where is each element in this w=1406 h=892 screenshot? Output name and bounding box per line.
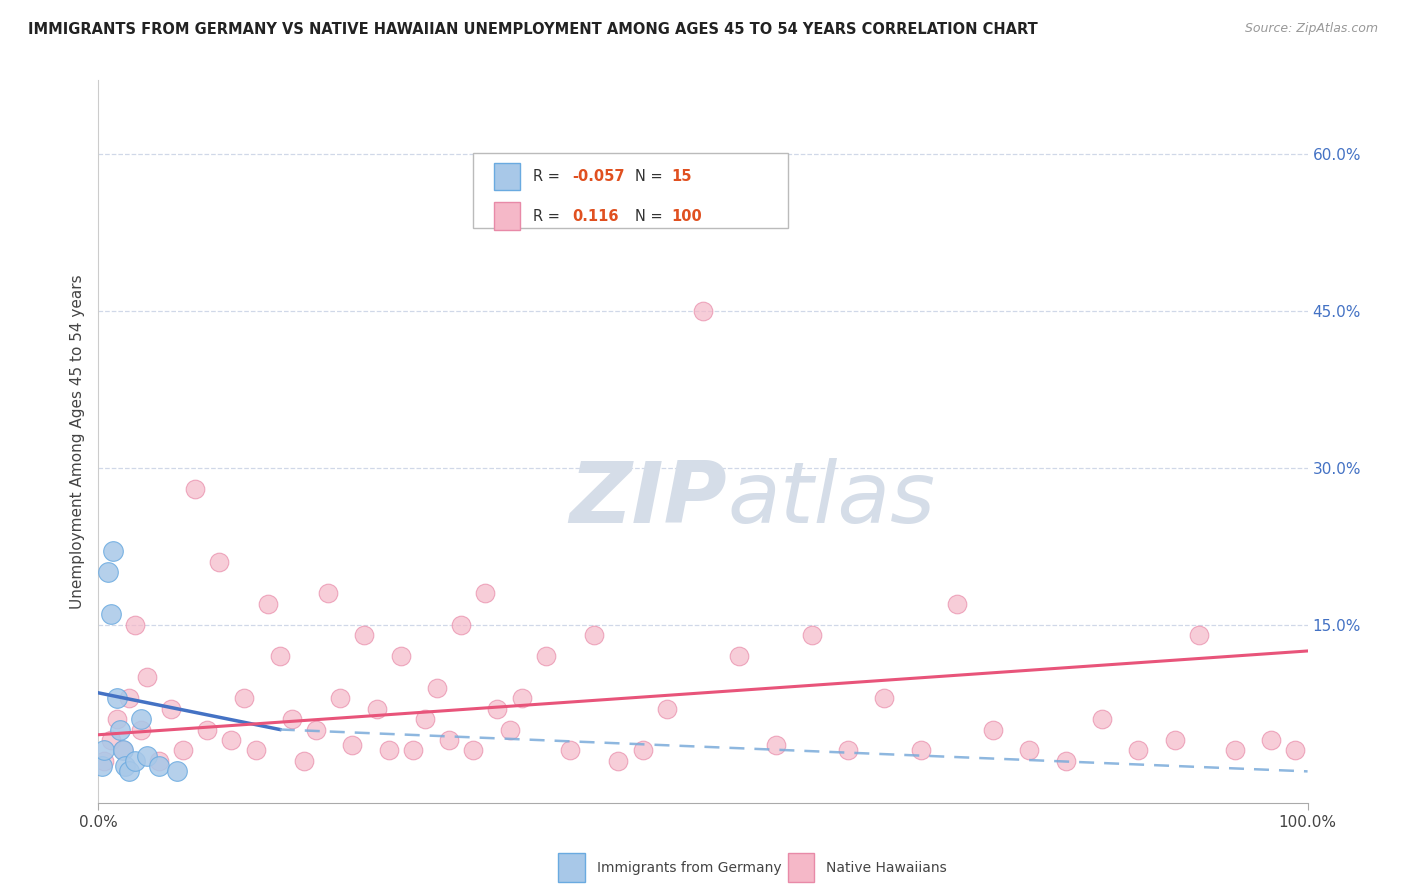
Point <box>93 754 115 768</box>
Point <box>232 691 254 706</box>
Point <box>486 701 509 715</box>
Point <box>1018 743 1040 757</box>
Point <box>118 764 141 779</box>
Point <box>114 759 136 773</box>
Point <box>135 670 157 684</box>
Point <box>873 691 896 706</box>
Text: R =: R = <box>533 209 564 224</box>
Point <box>402 743 425 757</box>
Point <box>101 544 124 558</box>
Point <box>135 748 157 763</box>
Point <box>305 723 328 737</box>
Point <box>946 597 969 611</box>
FancyBboxPatch shape <box>494 162 520 190</box>
Point <box>111 743 134 757</box>
Point <box>329 691 352 706</box>
Point <box>129 723 152 737</box>
Text: IMMIGRANTS FROM GERMANY VS NATIVE HAWAIIAN UNEMPLOYMENT AMONG AGES 45 TO 54 YEAR: IMMIGRANTS FROM GERMANY VS NATIVE HAWAII… <box>28 22 1038 37</box>
Point <box>108 723 131 737</box>
Text: N =: N = <box>636 209 668 224</box>
Point <box>111 743 134 757</box>
Point <box>1260 733 1282 747</box>
Point <box>105 712 128 726</box>
Point <box>118 691 141 706</box>
Point <box>100 733 122 747</box>
Point <box>195 723 218 737</box>
Point <box>366 701 388 715</box>
Point <box>510 691 533 706</box>
Point <box>342 738 364 752</box>
Point <box>800 628 823 642</box>
Point <box>124 617 146 632</box>
Point <box>105 691 128 706</box>
Text: 100: 100 <box>672 209 703 224</box>
Point <box>91 759 114 773</box>
Point <box>184 482 207 496</box>
Point <box>148 759 170 773</box>
Point <box>377 743 399 757</box>
Text: N =: N = <box>636 169 668 184</box>
Point <box>389 649 412 664</box>
Point <box>655 701 678 715</box>
Point <box>166 764 188 779</box>
Point <box>208 555 231 569</box>
Point <box>292 754 315 768</box>
Point <box>245 743 267 757</box>
Point <box>316 586 339 600</box>
Point <box>129 712 152 726</box>
Text: Immigrants from Germany: Immigrants from Germany <box>596 861 782 875</box>
Point <box>692 303 714 318</box>
Point <box>837 743 859 757</box>
Point <box>1163 733 1185 747</box>
Point <box>93 743 115 757</box>
Point <box>765 738 787 752</box>
Point <box>426 681 449 695</box>
Text: 15: 15 <box>672 169 692 184</box>
Point <box>1284 743 1306 757</box>
Point <box>256 597 278 611</box>
Point <box>281 712 304 726</box>
Point <box>269 649 291 664</box>
Point <box>1054 754 1077 768</box>
Point <box>97 566 120 580</box>
Text: 0.116: 0.116 <box>572 209 619 224</box>
Point <box>463 743 485 757</box>
Point <box>437 733 460 747</box>
Point <box>607 754 630 768</box>
Point <box>1223 743 1246 757</box>
Point <box>1091 712 1114 726</box>
Point <box>534 649 557 664</box>
Point <box>583 628 606 642</box>
Text: atlas: atlas <box>727 458 935 541</box>
Text: Source: ZipAtlas.com: Source: ZipAtlas.com <box>1244 22 1378 36</box>
Text: -0.057: -0.057 <box>572 169 624 184</box>
Point <box>160 701 183 715</box>
FancyBboxPatch shape <box>494 202 520 230</box>
Point <box>413 712 436 726</box>
Y-axis label: Unemployment Among Ages 45 to 54 years: Unemployment Among Ages 45 to 54 years <box>69 274 84 609</box>
Point <box>981 723 1004 737</box>
Point <box>100 607 122 622</box>
Point <box>450 617 472 632</box>
Point <box>124 754 146 768</box>
Text: ZIP: ZIP <box>569 458 727 541</box>
Point <box>498 723 520 737</box>
Point <box>1188 628 1211 642</box>
FancyBboxPatch shape <box>787 854 814 882</box>
Point <box>353 628 375 642</box>
Point <box>221 733 243 747</box>
Point <box>1128 743 1150 757</box>
Point <box>148 754 170 768</box>
FancyBboxPatch shape <box>474 153 787 228</box>
Point <box>728 649 751 664</box>
Text: Native Hawaiians: Native Hawaiians <box>827 861 948 875</box>
Point <box>558 743 581 757</box>
Point <box>474 586 496 600</box>
Text: R =: R = <box>533 169 564 184</box>
Point <box>910 743 932 757</box>
FancyBboxPatch shape <box>558 854 585 882</box>
Point <box>172 743 194 757</box>
Point <box>631 743 654 757</box>
